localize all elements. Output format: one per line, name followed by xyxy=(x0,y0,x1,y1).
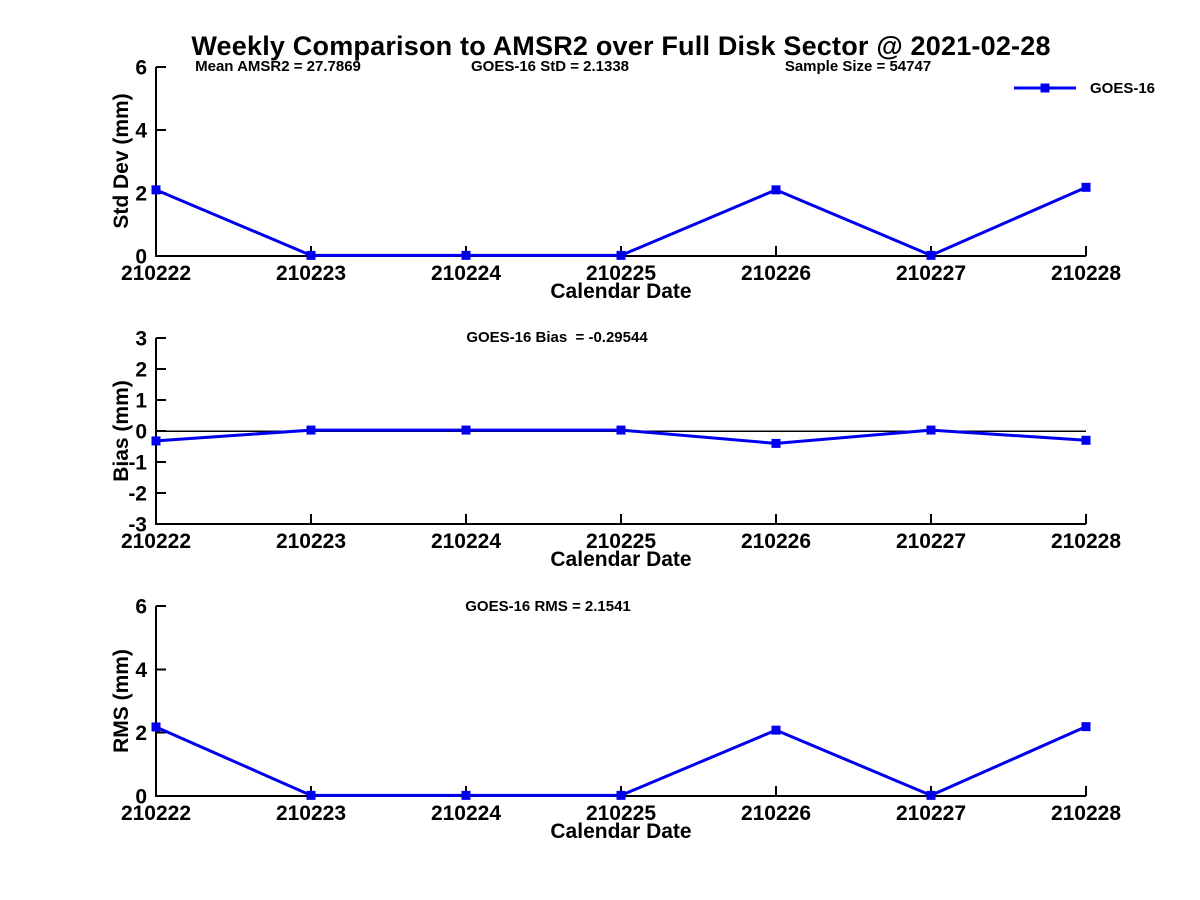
x-tick-label: 210222 xyxy=(121,262,191,285)
data-point xyxy=(771,185,781,195)
x-tick-label: 210228 xyxy=(1051,262,1121,285)
data-point xyxy=(1081,182,1091,192)
legend: GOES-16 xyxy=(1012,77,1155,99)
x-tick-label: 210223 xyxy=(276,262,346,285)
legend-line-icon xyxy=(1014,83,1076,93)
y-tick-label: 2 xyxy=(135,359,147,382)
data-point xyxy=(926,790,936,800)
x-tick-label: 210224 xyxy=(431,802,501,825)
x-tick-label: 210222 xyxy=(121,802,191,825)
x-tick-label: 210224 xyxy=(431,530,501,553)
y-tick-label: 0 xyxy=(135,786,147,809)
data-point xyxy=(771,725,781,735)
data-point xyxy=(461,790,471,800)
calendar-date-label-top: Calendar Date xyxy=(550,280,692,303)
axis-spine xyxy=(155,606,1086,797)
calendar-date-label-bottom: Calendar Date xyxy=(550,820,692,843)
x-tick-label: 210222 xyxy=(121,530,191,553)
x-tick-label: 210228 xyxy=(1051,530,1121,553)
data-line xyxy=(155,725,1087,797)
annotation-goes16-std: GOES-16 StD = 2.1338 xyxy=(471,58,629,75)
x-tick-label: 210225 xyxy=(586,262,656,285)
data-point xyxy=(926,425,936,435)
x-tick-label: 210227 xyxy=(896,802,966,825)
data-point xyxy=(1081,722,1091,732)
x-tick-label: 210223 xyxy=(276,530,346,553)
data-point xyxy=(771,438,781,448)
x-tick-label: 210228 xyxy=(1051,802,1121,825)
calendar-date-label-middle: Calendar Date xyxy=(550,548,692,571)
data-point xyxy=(926,250,936,260)
x-tick-label: 210227 xyxy=(896,262,966,285)
chart-title: Weekly Comparison to AMSR2 over Full Dis… xyxy=(191,31,1051,61)
data-point xyxy=(616,250,626,260)
data-point xyxy=(151,436,161,446)
data-point xyxy=(306,425,316,435)
data-point xyxy=(151,722,161,732)
y-tick-label: 0 xyxy=(135,421,147,444)
legend-label: GOES-16 xyxy=(1090,79,1156,97)
y-tick-label: 6 xyxy=(135,57,147,80)
x-tick-label: 210226 xyxy=(741,262,811,285)
x-tick-label: 210226 xyxy=(741,530,811,553)
x-tick-label: 210225 xyxy=(586,802,656,825)
x-tick-label: 210223 xyxy=(276,802,346,825)
y-tick-label: 0 xyxy=(135,246,147,269)
y-tick-label: 6 xyxy=(135,596,147,619)
data-point xyxy=(151,185,161,195)
y-tick-label: 1 xyxy=(135,390,147,413)
x-tick-label: 210224 xyxy=(431,262,501,285)
data-point xyxy=(616,790,626,800)
data-point xyxy=(306,790,316,800)
y-tick-label: 2 xyxy=(135,183,147,206)
x-tick-label: 210227 xyxy=(896,530,966,553)
data-point xyxy=(1081,435,1091,445)
annotation-sample-size: Sample Size = 54747 xyxy=(784,58,932,75)
x-tick-label: 210226 xyxy=(741,802,811,825)
y-tick-label: 2 xyxy=(135,722,147,745)
x-tick-label: 210225 xyxy=(586,530,656,553)
y-tick-label: 3 xyxy=(135,328,147,351)
data-point xyxy=(461,425,471,435)
annotation-mean-amsr2: Mean AMSR2 = 27.7869 xyxy=(195,58,361,75)
y-tick-label: 4 xyxy=(135,120,147,143)
y-tick-label: -2 xyxy=(128,483,147,506)
y-tick-label: 4 xyxy=(135,659,147,682)
data-point xyxy=(306,250,316,260)
annotation-goes16-rms: GOES-16 RMS = 2.1541 xyxy=(465,598,631,615)
data-point xyxy=(461,250,471,260)
y-tick-label: -1 xyxy=(128,452,147,475)
y-tick-label: -3 xyxy=(128,514,147,537)
data-point xyxy=(616,425,626,435)
annotation-goes16-bias: GOES-16 Bias = -0.29544 xyxy=(466,329,648,346)
